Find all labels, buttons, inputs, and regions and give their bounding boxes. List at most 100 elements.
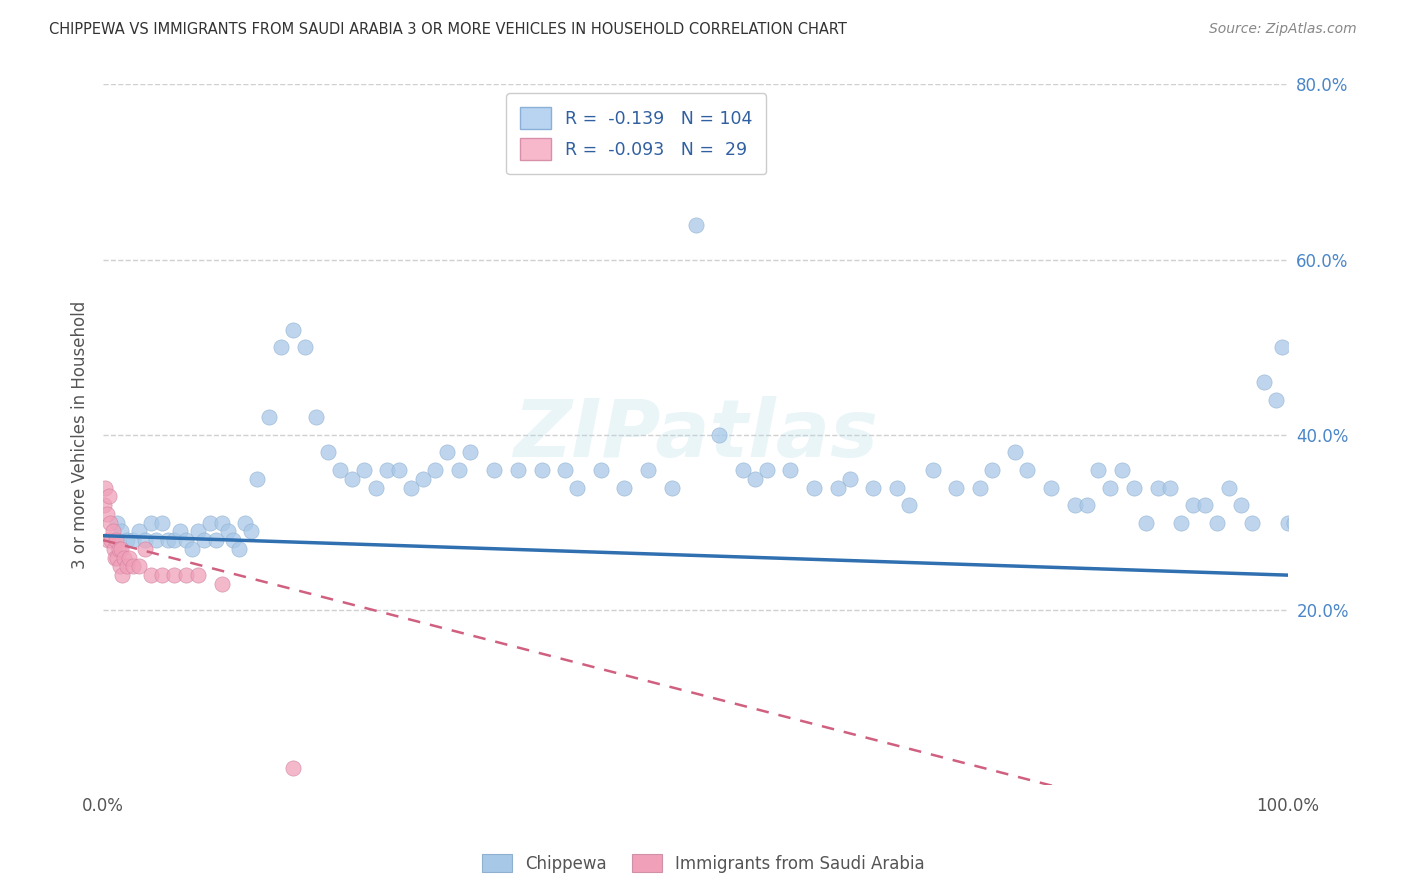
Point bbox=[134, 541, 156, 556]
Point bbox=[187, 524, 209, 539]
Point bbox=[121, 533, 143, 547]
Point bbox=[1004, 445, 1026, 459]
Point bbox=[897, 498, 920, 512]
Point bbox=[98, 489, 121, 503]
Point bbox=[187, 568, 209, 582]
Point bbox=[1271, 340, 1294, 354]
Point bbox=[128, 524, 150, 539]
Point bbox=[246, 472, 269, 486]
Point bbox=[270, 340, 292, 354]
Point bbox=[1063, 498, 1085, 512]
Point bbox=[108, 559, 131, 574]
Point bbox=[1159, 481, 1181, 495]
Point bbox=[1277, 516, 1299, 530]
Point bbox=[1182, 498, 1205, 512]
Point bbox=[1354, 603, 1376, 617]
Text: CHIPPEWA VS IMMIGRANTS FROM SAUDI ARABIA 3 OR MORE VEHICLES IN HOUSEHOLD CORRELA: CHIPPEWA VS IMMIGRANTS FROM SAUDI ARABIA… bbox=[49, 22, 846, 37]
Point bbox=[1295, 516, 1317, 530]
Point bbox=[1206, 516, 1229, 530]
Point bbox=[217, 524, 239, 539]
Point bbox=[145, 533, 167, 547]
Point bbox=[554, 463, 576, 477]
Point bbox=[110, 541, 132, 556]
Point bbox=[1301, 533, 1323, 547]
Point bbox=[838, 472, 860, 486]
Point bbox=[94, 481, 117, 495]
Point bbox=[447, 463, 470, 477]
Point bbox=[388, 463, 411, 477]
Legend: R =  -0.139   N = 104, R =  -0.093   N =  29: R = -0.139 N = 104, R = -0.093 N = 29 bbox=[506, 93, 766, 174]
Point bbox=[107, 541, 129, 556]
Point bbox=[281, 323, 304, 337]
Point bbox=[412, 472, 434, 486]
Point bbox=[340, 472, 363, 486]
Point bbox=[1170, 516, 1192, 530]
Text: ZIPatlas: ZIPatlas bbox=[513, 396, 879, 474]
Point bbox=[565, 481, 588, 495]
Point bbox=[423, 463, 446, 477]
Point bbox=[1330, 533, 1353, 547]
Point bbox=[134, 533, 156, 547]
Point bbox=[96, 507, 118, 521]
Point bbox=[281, 761, 304, 775]
Point bbox=[169, 524, 191, 539]
Point bbox=[1241, 516, 1264, 530]
Point bbox=[101, 524, 124, 539]
Point bbox=[115, 533, 138, 547]
Point bbox=[1253, 376, 1275, 390]
Point bbox=[118, 550, 141, 565]
Point bbox=[377, 463, 399, 477]
Point bbox=[589, 463, 612, 477]
Point bbox=[1146, 481, 1168, 495]
Point bbox=[803, 481, 825, 495]
Point bbox=[1229, 498, 1251, 512]
Point bbox=[257, 410, 280, 425]
Point bbox=[1341, 568, 1364, 582]
Point bbox=[945, 481, 967, 495]
Point bbox=[1040, 481, 1063, 495]
Point bbox=[157, 533, 180, 547]
Point bbox=[1265, 392, 1288, 407]
Point bbox=[731, 463, 754, 477]
Point bbox=[93, 498, 115, 512]
Point bbox=[827, 481, 849, 495]
Point bbox=[921, 463, 943, 477]
Point bbox=[211, 516, 233, 530]
Point bbox=[103, 541, 125, 556]
Point bbox=[862, 481, 884, 495]
Point bbox=[482, 463, 505, 477]
Point bbox=[530, 463, 553, 477]
Point bbox=[198, 516, 221, 530]
Point bbox=[709, 428, 731, 442]
Point bbox=[1218, 481, 1240, 495]
Point bbox=[436, 445, 458, 459]
Point bbox=[1111, 463, 1133, 477]
Point bbox=[1306, 533, 1329, 547]
Point bbox=[1348, 585, 1371, 599]
Legend: Chippewa, Immigrants from Saudi Arabia: Chippewa, Immigrants from Saudi Arabia bbox=[475, 847, 931, 880]
Point bbox=[744, 472, 766, 486]
Point bbox=[305, 410, 328, 425]
Point bbox=[969, 481, 991, 495]
Point bbox=[1319, 533, 1341, 547]
Point bbox=[637, 463, 659, 477]
Point bbox=[1135, 516, 1157, 530]
Point bbox=[886, 481, 908, 495]
Point bbox=[233, 516, 256, 530]
Text: Source: ZipAtlas.com: Source: ZipAtlas.com bbox=[1209, 22, 1357, 37]
Point bbox=[174, 568, 197, 582]
Point bbox=[110, 524, 132, 539]
Point bbox=[193, 533, 215, 547]
Point bbox=[364, 481, 387, 495]
Point bbox=[661, 481, 683, 495]
Point bbox=[111, 568, 134, 582]
Point bbox=[163, 533, 186, 547]
Point bbox=[1194, 498, 1216, 512]
Point bbox=[779, 463, 801, 477]
Point bbox=[115, 559, 138, 574]
Point bbox=[613, 481, 636, 495]
Point bbox=[1288, 516, 1310, 530]
Point bbox=[181, 541, 204, 556]
Point bbox=[228, 541, 250, 556]
Point bbox=[1123, 481, 1146, 495]
